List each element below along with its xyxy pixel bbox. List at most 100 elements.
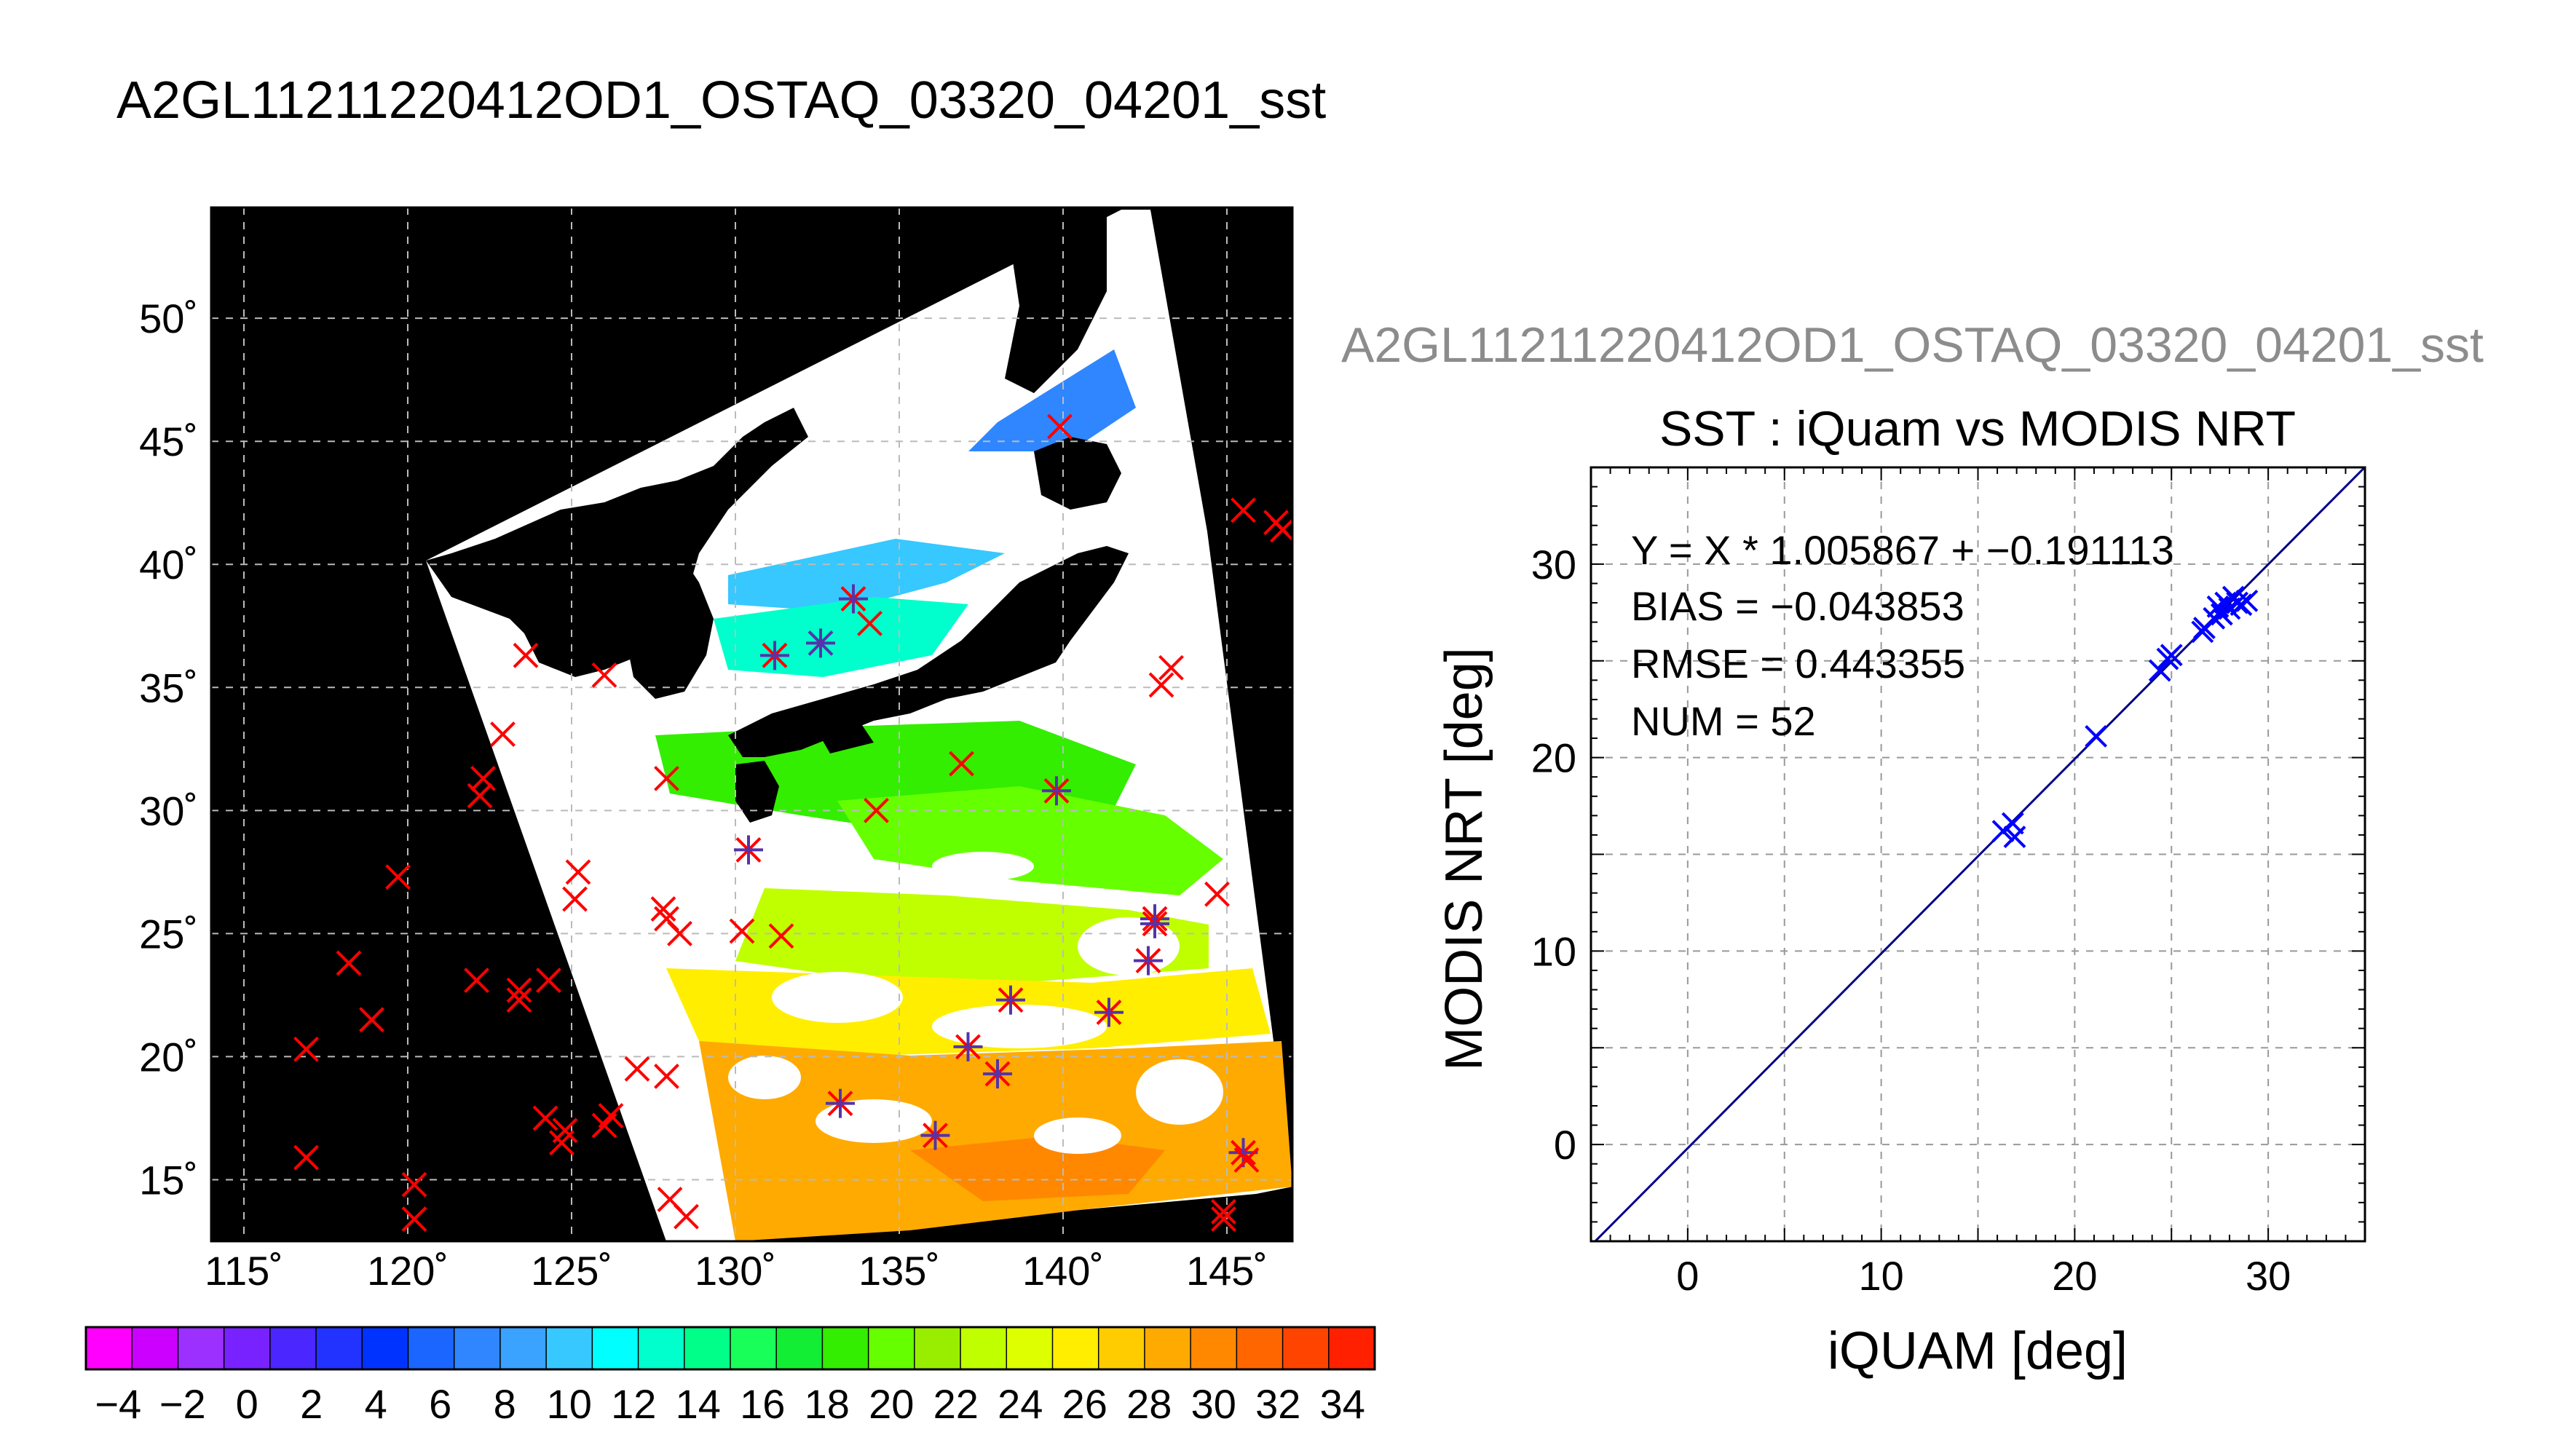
buoy-marker: [490, 721, 516, 747]
scatter-x-tick-label: 30: [2246, 1253, 2291, 1299]
buoy-marker: [1094, 997, 1124, 1027]
buoy-marker: [513, 642, 539, 668]
colorbar-cell: [454, 1327, 501, 1369]
buoy-marker: [1270, 517, 1292, 543]
stats-bias: BIAS = −0.043853: [1631, 583, 1964, 629]
colorbar-cell: [776, 1327, 823, 1369]
buoy-marker: [650, 896, 676, 922]
buoy-marker: [1140, 909, 1169, 938]
colorbar-cell: [546, 1327, 593, 1369]
buoy-marker: [532, 1105, 558, 1131]
scatter-x-tick-label: 10: [1858, 1253, 1903, 1299]
cloud-patch: [1136, 1059, 1223, 1125]
scatter-point: [2085, 724, 2108, 748]
colorbar-cell: [86, 1327, 133, 1369]
scatter-point: [2235, 589, 2259, 612]
colorbar-cell: [730, 1327, 777, 1369]
map-x-tick-label: 135˚: [858, 1248, 940, 1294]
colorbar-tick-label: 4: [365, 1381, 387, 1427]
stats-num: NUM = 52: [1631, 698, 1816, 744]
buoy-marker: [549, 1130, 574, 1156]
colorbar-cell: [1282, 1327, 1330, 1369]
colorbar-tick-label: 20: [869, 1381, 914, 1427]
colorbar-cell: [1328, 1327, 1375, 1369]
sst-band: [837, 786, 1223, 895]
cloud-patch: [932, 852, 1034, 881]
scatter-y-tick-label: 30: [1531, 542, 1576, 587]
sst-band: [968, 349, 1136, 451]
buoy-marker: [768, 923, 794, 949]
map-frame: [210, 206, 1294, 1243]
buoy-marker: [1211, 1206, 1236, 1232]
colorbar-tick-label: 6: [429, 1381, 451, 1427]
map-y-tick-label: 40˚: [139, 542, 198, 587]
colorbar: −4 −2 0 2 4 6 8 10 12 14 16 18 20 22 24 26 28 30 32 34: [84, 1326, 1376, 1427]
buoy-marker: [536, 968, 561, 994]
map-y-tick-label: 15˚: [139, 1157, 198, 1203]
scatter-x-tick-label: 20: [2052, 1253, 2097, 1299]
colorbar-cell: [362, 1327, 408, 1369]
cloud-patch: [816, 1099, 932, 1143]
buoy-marker: [565, 859, 591, 885]
buoy-marker: [729, 918, 755, 944]
cloud-patch: [772, 972, 903, 1023]
cloud-patch: [1078, 917, 1180, 976]
cloud-patch: [728, 1056, 801, 1099]
scatter-title: SST : iQuam vs MODIS NRT: [1659, 401, 2296, 456]
buoy-marker: [826, 1088, 855, 1118]
map-y-tick-label: 30˚: [139, 788, 198, 834]
colorbar-tick-label: 22: [933, 1381, 979, 1427]
buoy-marker: [760, 641, 789, 670]
colorbar-cell: [408, 1327, 455, 1369]
scatter-y-tick-label: 10: [1531, 928, 1576, 974]
map-x-tick-label: 145˚: [1186, 1248, 1268, 1294]
buoy-marker: [624, 1056, 650, 1082]
land-mask: [426, 207, 1129, 823]
map-y-ticks: 50˚ 45˚ 40˚ 35˚ 30˚ 25˚ 20˚ 15˚: [139, 296, 198, 1203]
map-x-tick-label: 130˚: [695, 1248, 776, 1294]
colorbar-cell: [914, 1327, 961, 1369]
buoy-marker: [1233, 1147, 1260, 1173]
scatter-y-tick-label: 20: [1531, 735, 1576, 781]
map-y-tick-label: 45˚: [139, 419, 198, 464]
buoy-marker: [839, 584, 868, 614]
map-y-tick-label: 35˚: [139, 665, 198, 711]
sst-field: [655, 349, 1292, 1241]
buoy-marker: [1231, 497, 1256, 523]
scatter-y-tick-label: 0: [1554, 1122, 1576, 1168]
buoy-marker: [1158, 654, 1184, 681]
colorbar-tick-label: 8: [494, 1381, 516, 1427]
sst-map: 115˚ 120˚ 125˚ 130˚ 135˚ 140˚ 145˚ 50˚ 45˚ 40˚ 35…: [139, 206, 1294, 1294]
buoy-marker: [654, 765, 679, 791]
buoy-marker: [806, 628, 835, 658]
colorbar-tick-label: 18: [805, 1381, 850, 1427]
colorbar-tick-label: 2: [300, 1381, 323, 1427]
scatter-point: [2148, 659, 2171, 682]
colorbar-frame: [84, 1326, 1376, 1371]
sst-band: [728, 539, 1005, 612]
regression-line: [1593, 467, 2365, 1241]
buoy-marker: [920, 1120, 950, 1150]
map-y-tick-label: 50˚: [139, 296, 198, 341]
buoy-marker: [983, 1059, 1012, 1089]
colorbar-tick-label: 12: [611, 1381, 656, 1427]
buoy-marker: [336, 950, 362, 976]
colorbar-cell: [684, 1327, 731, 1369]
figure-title: A2GL11211220412OD1_OSTAQ_03320_04201_sst: [117, 71, 1326, 130]
buoy-marker: [506, 977, 532, 1003]
buoy-markers: [293, 414, 1292, 1232]
colorbar-cell: [1052, 1327, 1099, 1369]
buoy-marker: [385, 864, 411, 890]
map-x-tick-label: 120˚: [367, 1248, 449, 1294]
buoy-marker: [734, 835, 763, 865]
colorbar-tick-label: 28: [1126, 1381, 1172, 1427]
colorbar-tick-label: 24: [998, 1381, 1043, 1427]
buoy-marker: [1047, 414, 1073, 440]
map-x-tick-label: 115˚: [205, 1248, 283, 1294]
map-y-tick-label: 25˚: [139, 911, 198, 957]
colorbar-cell: [178, 1327, 225, 1369]
colorbar-cell: [1098, 1327, 1145, 1369]
x-axis-label: iQUAM [deg]: [1828, 1322, 2128, 1380]
colorbar-cell: [132, 1327, 178, 1369]
colorbar-cell: [1190, 1327, 1237, 1369]
